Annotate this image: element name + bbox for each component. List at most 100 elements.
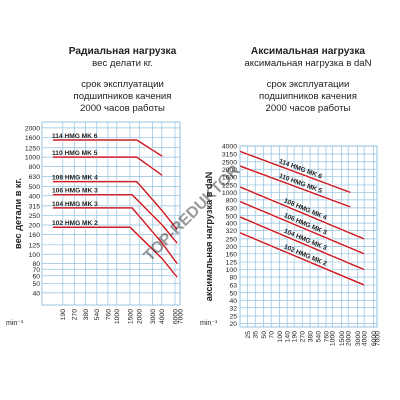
y-tick-label: 1000 (25, 155, 40, 162)
x-tick-label: 4000 (159, 309, 166, 324)
series-line (239, 200, 365, 255)
x-axis-unit-label: min⁻¹ (200, 320, 218, 327)
x-tick-label: 270 (300, 331, 307, 343)
y-tick-label: 100 (29, 252, 41, 259)
y-tick-label: 1600 (222, 174, 237, 181)
y-tick-label: 250 (29, 213, 41, 220)
x-tick-label: 1000 (114, 309, 121, 324)
series-name-label: 114 HMG MK 6 (52, 133, 98, 140)
y-tick-label: 1250 (25, 145, 40, 152)
x-tick-label: 1500 (127, 309, 134, 324)
series-line (52, 207, 178, 265)
y-tick-label: 125 (226, 260, 238, 267)
y-tick-label: 2000 (222, 167, 237, 174)
x-tick-label: 190 (292, 331, 299, 343)
series-line (239, 232, 365, 286)
right-chart-title: Аксимальная нагрузка (250, 46, 366, 57)
y-tick-label: 160 (29, 232, 41, 239)
y-tick-label: 2000 (25, 125, 40, 132)
y-tick-label: 800 (29, 164, 41, 171)
left-chart-title: Радиальная нагрузка (68, 46, 177, 57)
y-tick-label: 1600 (25, 135, 40, 142)
x-tick-label: 190 (60, 309, 67, 321)
x-tick-label: 760 (323, 331, 330, 343)
y-tick-label: 500 (29, 184, 41, 191)
x-tick-label: 540 (316, 331, 323, 343)
x-tick-label: 140 (285, 331, 292, 343)
x-tick-label: 4000 (362, 331, 369, 346)
x-tick-label: 270 (72, 309, 79, 321)
right-note-line: подшипников качения (259, 91, 357, 102)
y-tick-label: 1000 (222, 190, 237, 197)
x-tick-label: 380 (83, 309, 90, 321)
x-tick-label: 6000 (371, 331, 378, 346)
series-line (52, 156, 163, 176)
series-line (239, 150, 351, 194)
series-line (52, 193, 178, 244)
series-name-label: 110 HMG MK 5 (52, 150, 98, 157)
x-tick-label: 760 (105, 309, 112, 321)
left-chart-subtitle: вес делати кг. (92, 58, 153, 69)
x-tick-label: 100 (277, 331, 284, 343)
y-tick-label: 125 (29, 242, 41, 249)
y-tick-label: 200 (226, 244, 238, 251)
y-tick-label: 80 (32, 261, 40, 268)
series-line (52, 139, 163, 157)
y-tick-label: 60 (32, 273, 40, 280)
series-name-label: 102 HMG MK 2 (52, 220, 98, 227)
x-tick-label: 2000 (137, 309, 144, 324)
y-tick-label: 40 (32, 290, 40, 297)
y-axis-label: вес детали в кг. (13, 178, 23, 249)
y-tick-label: 630 (226, 206, 238, 213)
x-tick-label: 70 (269, 331, 276, 339)
y-tick-label: 160 (226, 251, 238, 258)
x-tick-label: 6000 (172, 309, 179, 324)
y-tick-label: 3150 (222, 152, 237, 159)
x-tick-label: 7000 (374, 331, 381, 346)
plot-frame (239, 145, 378, 328)
left-note-line: подшипников качения (73, 91, 172, 102)
series-line (239, 165, 351, 208)
y-tick-label: 630 (29, 174, 41, 181)
y-tick-label: 32 (229, 305, 237, 312)
y-tick-label: 320 (226, 228, 238, 235)
y-tick-label: 20 (229, 321, 237, 328)
series-name-label: 108 HMG MK 4 (52, 175, 98, 182)
y-tick-label: 63 (229, 283, 237, 290)
x-tick-label: 7000 (177, 309, 184, 324)
y-tick-label: 400 (226, 221, 238, 228)
series-name-label: 104 HMG MK 3 (52, 201, 98, 208)
x-tick-label: 3000 (355, 331, 362, 346)
x-tick-label: 380 (307, 331, 314, 343)
y-tick-label: 4000 (222, 144, 237, 151)
x-tick-label: 35 (253, 331, 260, 339)
y-tick-label: 70 (32, 267, 40, 274)
y-tick-label: 800 (226, 198, 238, 205)
x-tick-label: 50 (261, 331, 268, 339)
x-tick-label: 2000 (346, 331, 353, 346)
series-line (239, 186, 365, 240)
y-tick-label: 80 (229, 275, 237, 282)
y-tick-label: 50 (229, 290, 237, 297)
y-tick-label: 2500 (222, 159, 237, 166)
y-axis-label: аксимальная нагрузка в daN (204, 171, 214, 301)
plot-frame (41, 121, 181, 306)
y-tick-label: 1250 (222, 183, 237, 190)
right-chart-subtitle: аксимальная нагрузка в daN (244, 58, 372, 69)
x-axis-unit-label: min⁻¹ (6, 320, 24, 327)
x-tick-label: 540 (94, 309, 101, 321)
right-panel-header: Аксимальная нагрузка аксимальная нагрузк… (208, 46, 400, 115)
left-panel-header: Радиальная нагрузка вес делати кг. срок … (20, 46, 225, 115)
series-line (52, 226, 178, 278)
y-tick-label: 250 (226, 236, 238, 243)
y-tick-label: 25 (229, 314, 237, 321)
y-tick-label: 500 (226, 213, 238, 220)
x-tick-label: 1000 (330, 331, 337, 346)
y-tick-label: 50 (32, 281, 40, 288)
x-tick-label: 3000 (150, 309, 157, 324)
series-name-label: 106 HMG MK 3 (52, 188, 98, 195)
y-tick-label: 200 (29, 223, 41, 230)
y-tick-label: 100 (226, 267, 238, 274)
